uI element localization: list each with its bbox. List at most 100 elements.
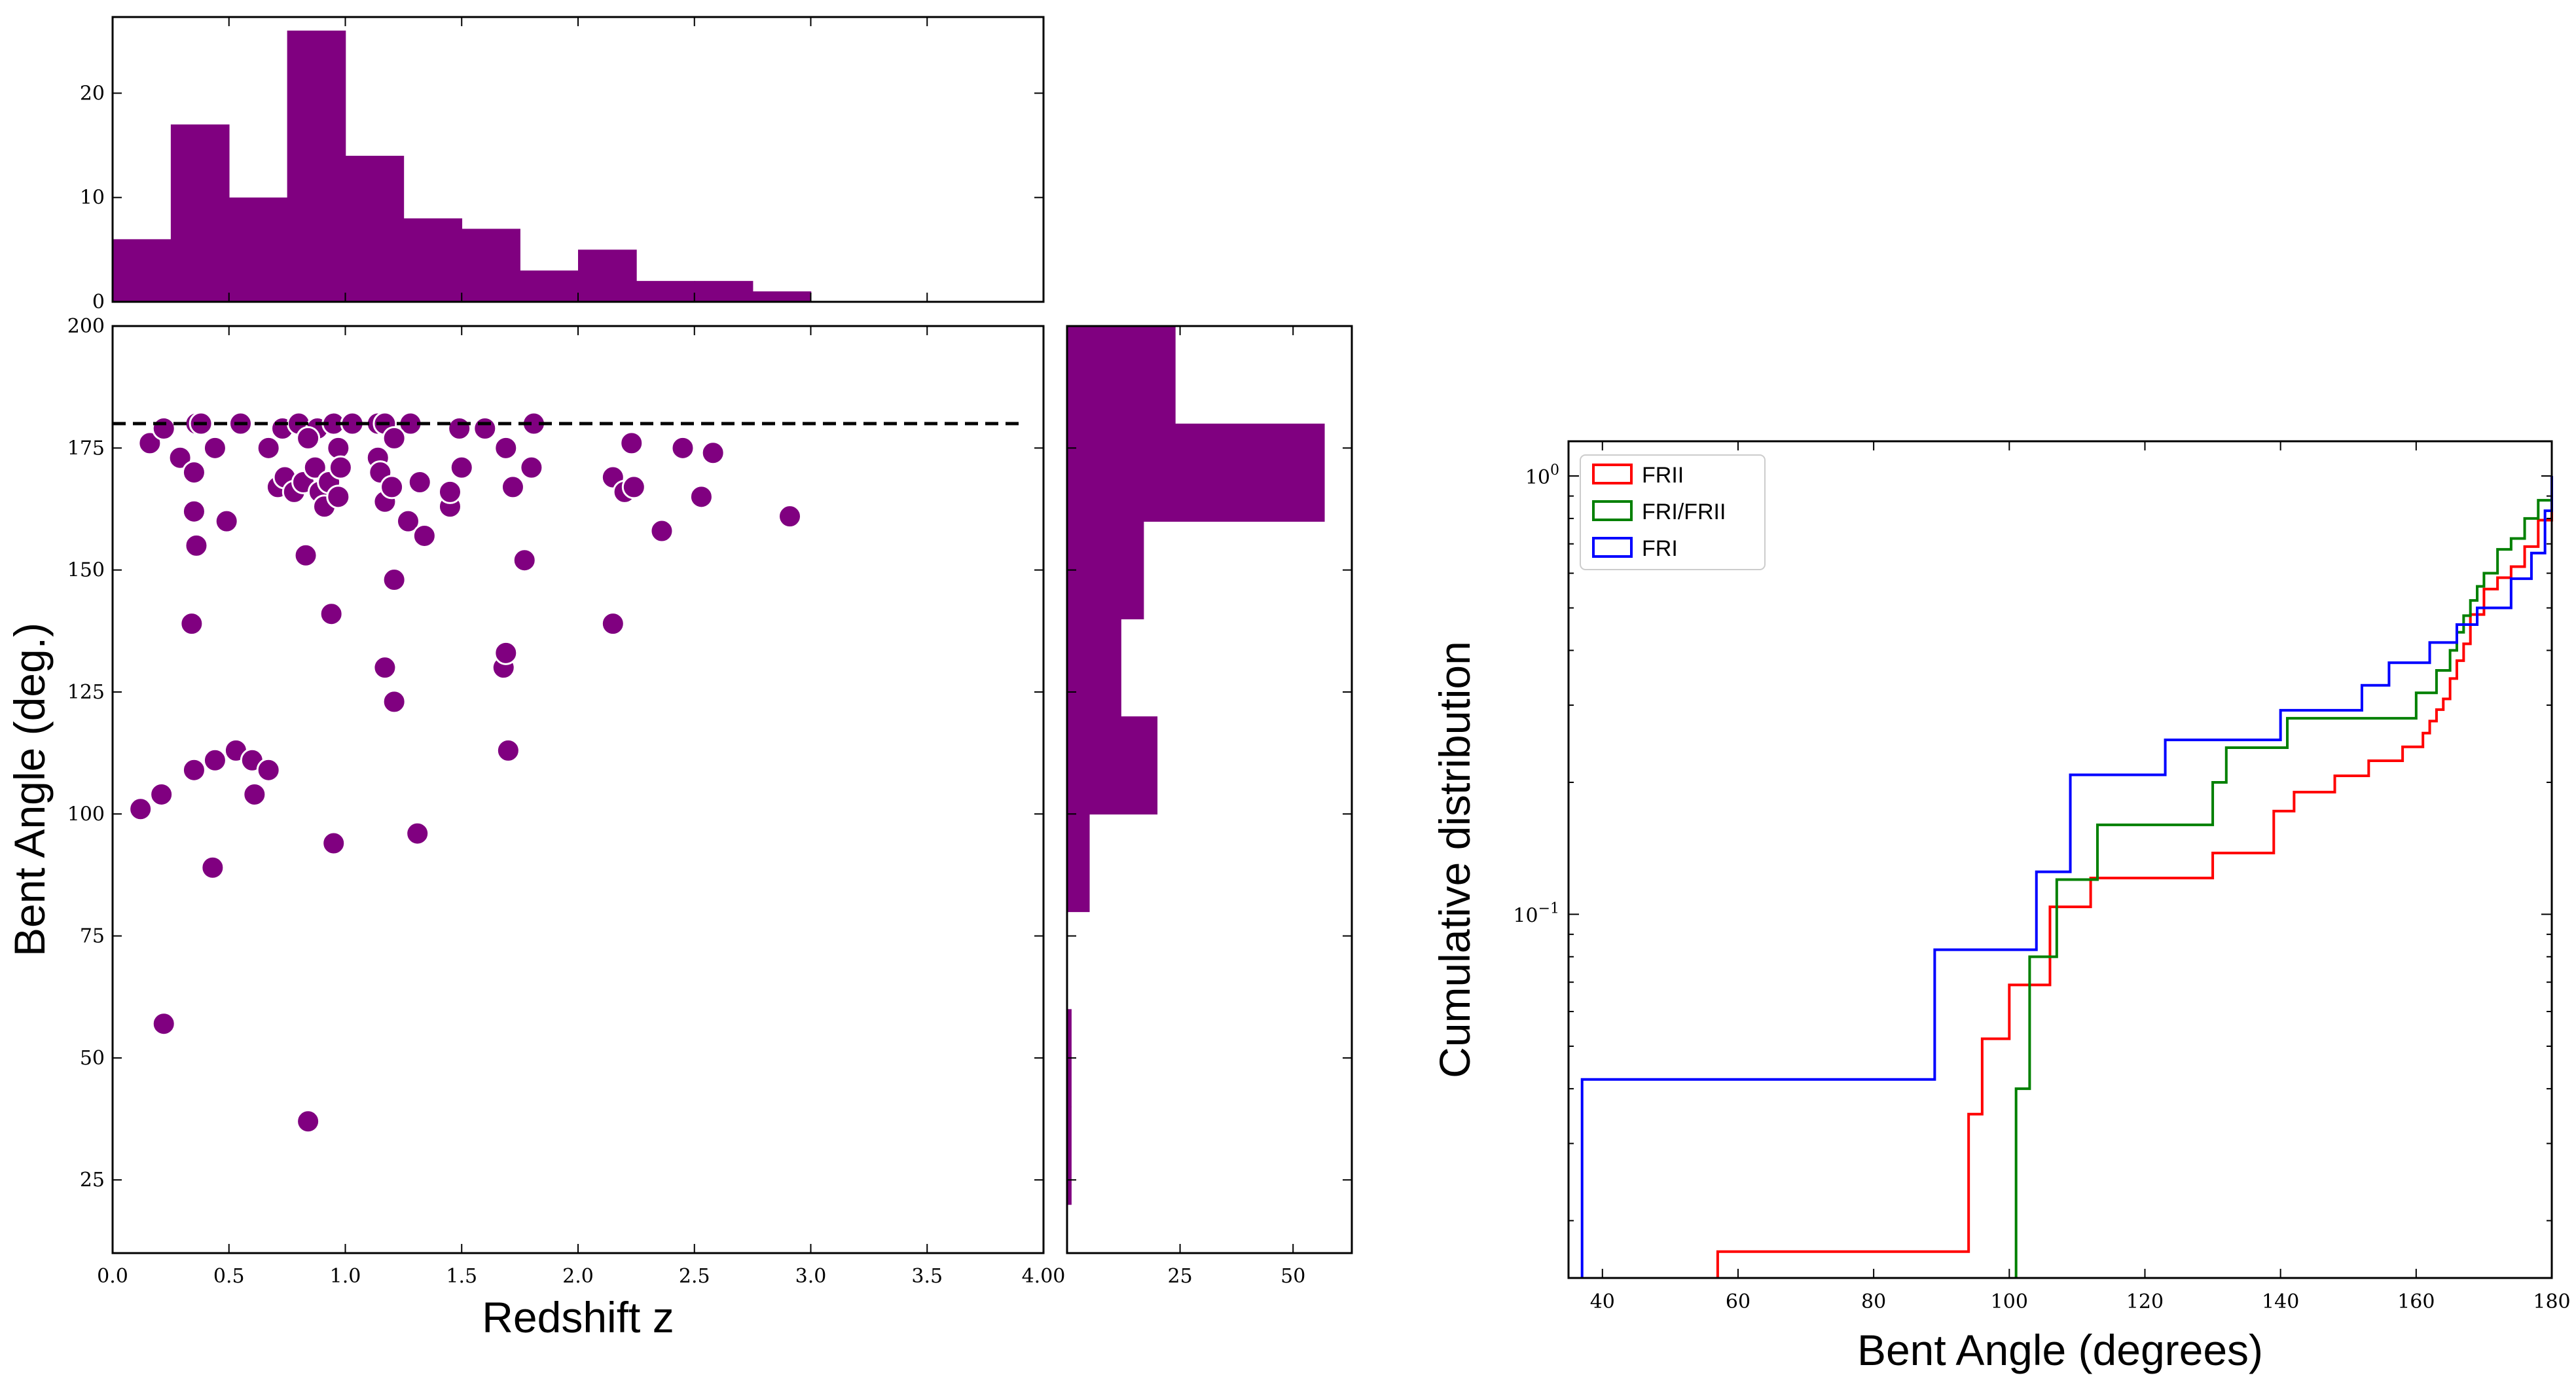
redshift-histogram-frame <box>111 16 1045 303</box>
cdf-legend: FRII FRI/FRII FRI <box>1580 454 1766 570</box>
cdf-line-fri-frii <box>2014 476 2553 1278</box>
x-tick-label: 140 <box>2262 1290 2299 1313</box>
scatter-point <box>293 543 318 568</box>
scatter-point <box>256 757 281 782</box>
x-tick-label: 1.5 <box>446 1265 477 1288</box>
redshift-bar <box>462 228 520 302</box>
y-tick-label: 10 <box>80 187 105 210</box>
legend-swatch-fri <box>1592 537 1633 558</box>
scatter-point <box>437 479 462 504</box>
redshift-histogram-ticks: 0 10 20 <box>80 17 1043 314</box>
scatter-point <box>168 445 192 470</box>
redshift-bar <box>228 197 288 302</box>
redshift-bar <box>287 30 346 302</box>
x-tick-label: 3.0 <box>795 1265 827 1288</box>
x-tick-label: 60 <box>1726 1290 1751 1313</box>
scatter-x-axis-label: Redshift z <box>482 1293 674 1341</box>
legend-swatch-frii <box>1592 464 1633 484</box>
redshift-bar <box>636 281 695 302</box>
scatter-point <box>321 831 346 856</box>
cdf-x-axis-label: Bent Angle (degrees) <box>1857 1326 2263 1374</box>
scatter-y-axis-label: Bent Angle (deg.) <box>5 623 54 957</box>
y-tick-label: 50 <box>80 1047 105 1070</box>
scatter-point <box>181 757 206 782</box>
scatter-point <box>382 689 407 714</box>
bent-angle-bar <box>1067 716 1158 815</box>
scatter-ticks: 0.0 0.5 1.0 1.5 2.0 2.5 3.0 3.5 4.00 25 50 75 100 125… <box>67 315 1066 1288</box>
scatter-point <box>689 484 714 509</box>
redshift-histogram-panel: 0 10 20 <box>80 16 1045 314</box>
scatter-point <box>149 782 174 807</box>
scatter-point <box>151 1012 176 1036</box>
scatter-point <box>137 431 162 456</box>
legend-swatch-fri-frii <box>1592 500 1633 521</box>
y-tick-label: 200 <box>67 315 105 338</box>
scatter-point <box>405 821 430 846</box>
scatter-point <box>296 426 321 450</box>
cdf-line-frii <box>1716 476 2553 1278</box>
y-tick-label: 125 <box>67 681 105 704</box>
scatter-point <box>128 797 153 822</box>
scatter-point <box>184 533 209 558</box>
scatter-point <box>494 435 518 460</box>
scatter-point <box>512 548 537 573</box>
scatter-point <box>200 855 225 880</box>
scatter-point <box>380 475 405 500</box>
y-tick-label: 150 <box>67 559 105 582</box>
scatter-point <box>395 509 420 534</box>
scatter-point <box>500 475 525 500</box>
x-tick-label: 160 <box>2397 1290 2435 1313</box>
x-tick-label: 25 <box>1168 1265 1193 1288</box>
scatter-point <box>202 748 227 773</box>
y-tick-label: 25 <box>80 1169 105 1192</box>
scatter-point <box>619 431 644 456</box>
bent-angle-bar <box>1067 326 1176 424</box>
scatter-point <box>179 611 204 636</box>
bent-angle-scatter-panel: 0.0 0.5 1.0 1.5 2.0 2.5 3.0 3.5 4.00 25 50 75 100 125… <box>5 315 1065 1341</box>
scatter-points <box>128 411 803 1134</box>
bent-angle-histogram-ticks: 25 50 <box>1067 325 1352 1288</box>
y-tick-label: 175 <box>67 437 105 460</box>
y-tick-label: 100 <box>1525 462 1559 489</box>
y-tick-label: 20 <box>80 82 105 105</box>
scatter-point <box>214 509 239 534</box>
scatter-point <box>449 455 474 480</box>
scatter-point <box>151 416 176 441</box>
scatter-frame <box>111 325 1045 1254</box>
bent-angle-bar <box>1067 814 1090 913</box>
scatter-point <box>296 1109 321 1134</box>
bent-angle-bar <box>1067 619 1121 718</box>
redshift-bar <box>578 249 637 302</box>
y-tick-label: 100 <box>67 803 105 826</box>
scatter-point <box>649 519 674 543</box>
bent-angle-histogram-frame <box>1066 325 1353 1254</box>
redshift-bar <box>694 281 753 302</box>
x-tick-label: 100 <box>1991 1290 2028 1313</box>
scatter-point <box>372 655 397 680</box>
scatter-point <box>494 640 518 665</box>
x-tick-label: 40 <box>1590 1290 1615 1313</box>
redshift-bar <box>752 291 812 302</box>
bent-angle-histogram-panel: 25 50 <box>1066 325 1353 1288</box>
redshift-bar <box>170 124 230 302</box>
legend-label-frii: FRII <box>1642 463 1684 488</box>
scatter-point <box>496 738 520 763</box>
scatter-point <box>242 782 267 807</box>
bent-angle-histogram-bars <box>1067 326 1325 1205</box>
scatter-point <box>302 455 327 480</box>
x-tick-label: 80 <box>1861 1290 1886 1313</box>
legend-label-fri-frii: FRI/FRII <box>1642 500 1726 524</box>
y-tick-label: 75 <box>80 925 105 948</box>
cdf-y-axis-label: Cumulative distribution <box>1430 641 1479 1078</box>
redshift-bar <box>113 239 172 302</box>
x-tick-label: 3.5 <box>911 1265 943 1288</box>
scatter-point <box>382 426 407 450</box>
scatter-point <box>319 602 344 627</box>
x-tick-label: 0.0 <box>97 1265 128 1288</box>
x-tick-label: 50 <box>1280 1265 1305 1288</box>
redshift-histogram-bars <box>113 30 812 302</box>
scatter-point <box>473 416 498 441</box>
cdf-frame <box>1567 440 2553 1279</box>
scatter-point <box>778 504 803 529</box>
